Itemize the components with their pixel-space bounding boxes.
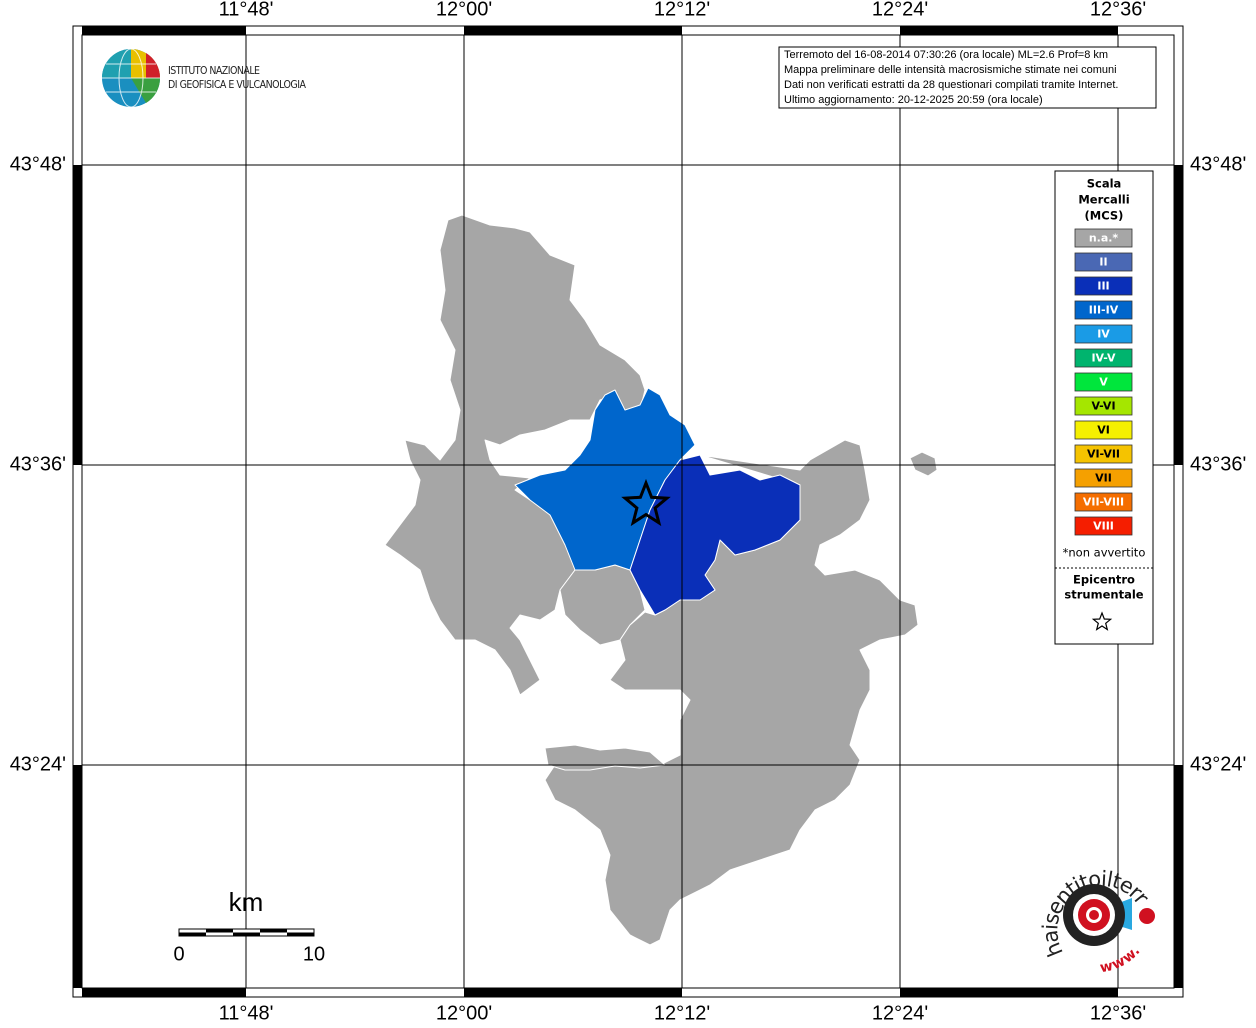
lon-label: 12°36' [1090, 1002, 1146, 1024]
legend-swatch [1074, 372, 1133, 392]
legend-star [1091, 611, 1113, 631]
legend-swatch [1074, 276, 1133, 296]
legend-label: II [1099, 256, 1107, 269]
scale-end: 10 [303, 943, 325, 965]
area-iii [629, 454, 801, 616]
legend-swatch [1074, 468, 1133, 488]
ingv-logo: ISTITUTO NAZIONALE DI GEOFISICA E VULCAN… [102, 48, 307, 108]
legend-swatch [1074, 300, 1133, 320]
legend-label: III-IV [1089, 304, 1119, 317]
legend: ScalaMercalli(MCS)n.a.*IIIIIIII-IVIVIV-V… [1063, 177, 1146, 602]
legend-swatch [1074, 444, 1133, 464]
legend-title: Mercalli [1078, 193, 1129, 207]
lat-label: 43°24' [10, 753, 66, 775]
area-na [544, 744, 666, 771]
epicenter-star [621, 478, 671, 527]
lon-label: 11°48' [219, 0, 274, 20]
lon-label: 12°00' [436, 0, 492, 20]
legend-title: (MCS) [1085, 209, 1124, 223]
legend-label: IV [1097, 328, 1110, 341]
frame-band [73, 26, 1183, 997]
legend-swatch [1074, 252, 1133, 272]
lat-label: 43°36' [10, 453, 66, 475]
info-box [778, 46, 1157, 109]
info-text: Terremoto del 16-08-2014 07:30:26 (ora l… [784, 49, 1118, 106]
scale-start: 0 [173, 943, 184, 965]
legend-epicenter: strumentale [1064, 588, 1143, 602]
legend-swatch [1074, 492, 1133, 512]
scale-bar: km 0 10 [173, 887, 325, 965]
lat-label: 43°24' [1190, 753, 1246, 775]
info-line: Mappa preliminare delle intensità macros… [784, 64, 1117, 76]
ingv-name: ISTITUTO NAZIONALE [168, 65, 260, 77]
scale-unit: km [229, 887, 264, 917]
legend-swatch [1074, 396, 1133, 416]
legend-title: Scala [1087, 177, 1122, 191]
ingv-name: DI GEOFISICA E VULCANOLOGIA [168, 79, 307, 91]
area-iii-iv [514, 387, 696, 571]
lon-label: 11°48' [219, 1002, 274, 1024]
legend-swatch [1074, 324, 1133, 344]
legend-swatch [1074, 348, 1133, 368]
municipalities [384, 214, 938, 946]
legend-label: V-VI [1091, 400, 1115, 413]
info-line: Terremoto del 16-08-2014 07:30:26 (ora l… [784, 49, 1108, 61]
legend-label: VI [1097, 424, 1110, 437]
info-line: Ultimo aggiornamento: 20-12-2025 20:59 (… [784, 94, 1043, 106]
legend-swatch [1074, 516, 1133, 536]
legend-label: IV-V [1091, 352, 1116, 365]
legend-epicenter: Epicentro [1073, 573, 1135, 587]
area-na [384, 214, 646, 696]
legend-swatch [1074, 228, 1133, 248]
legend-note: *non avvertito [1063, 546, 1146, 560]
lon-label: 12°12' [654, 1002, 710, 1024]
lon-label: 12°00' [436, 1002, 492, 1024]
coordinate-labels: 11°48' 11°48' 12°00' 12°00' 12°12' 12°12' 12°2… [10, 0, 1247, 1024]
legend-label: n.a.* [1089, 232, 1119, 245]
lat-label: 43°48' [10, 153, 66, 175]
lon-label: 12°12' [654, 0, 710, 20]
legend-label: VIII [1093, 520, 1114, 533]
lon-label: 12°24' [872, 1002, 928, 1024]
info-line: Dati non verificati estratti da 28 quest… [784, 79, 1118, 91]
lat-label: 43°36' [1190, 453, 1246, 475]
legend-label: VII [1095, 472, 1112, 485]
legend-label: V [1099, 376, 1108, 389]
legend-label: III [1097, 280, 1109, 293]
lat-label: 43°48' [1190, 153, 1246, 175]
lon-label: 12°24' [872, 0, 928, 20]
lon-label: 12°36' [1090, 0, 1146, 20]
legend-label: VI-VII [1087, 448, 1120, 461]
legend-swatch [1074, 420, 1133, 440]
area-na [909, 451, 938, 477]
legend-label: VII-VIII [1083, 496, 1124, 509]
